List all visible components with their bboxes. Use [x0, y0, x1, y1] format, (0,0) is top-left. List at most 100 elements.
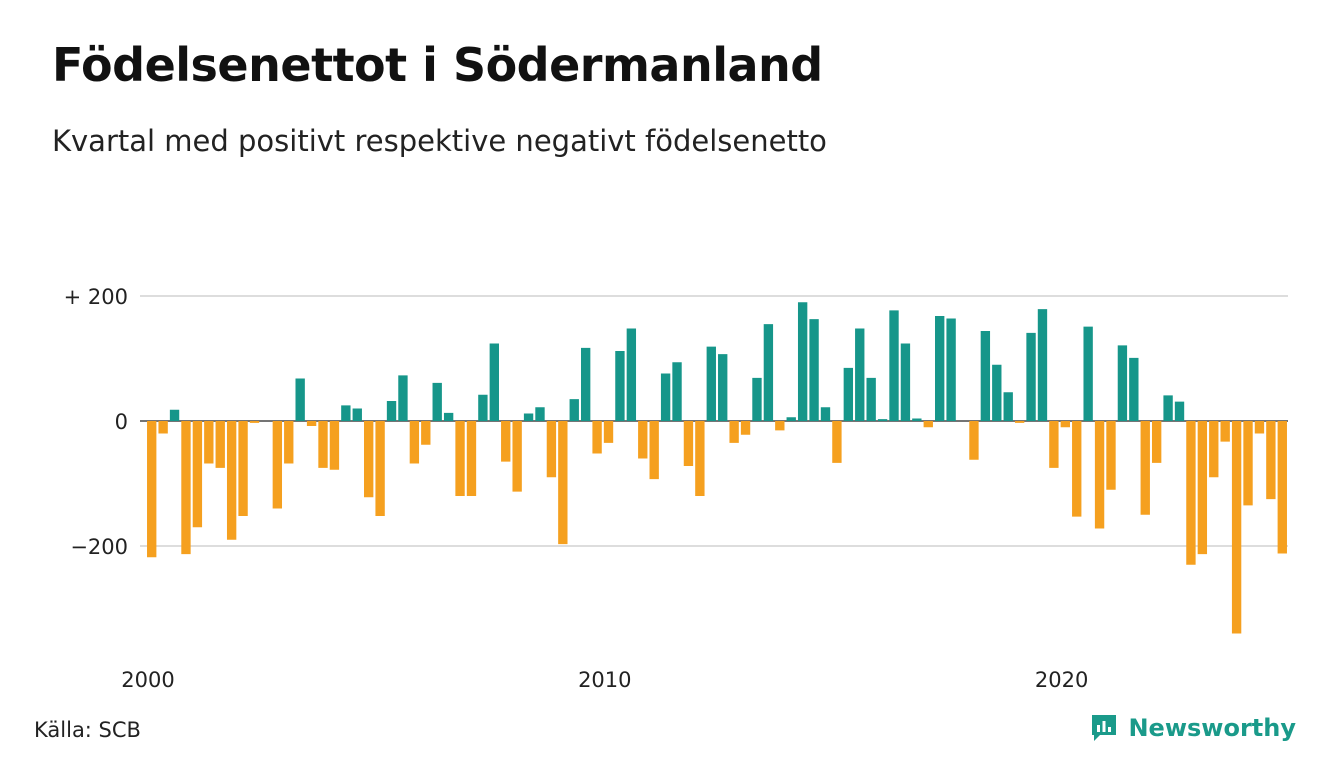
bar-positive	[615, 351, 625, 421]
bar-negative	[192, 421, 203, 528]
bar-positive	[877, 419, 888, 422]
bar-positive	[169, 409, 180, 421]
bar-positive	[763, 324, 774, 422]
bar-positive	[1129, 357, 1139, 422]
bar-negative	[638, 421, 648, 459]
bar-negative	[683, 421, 694, 466]
y-tick-label: + 200	[64, 285, 128, 309]
bar-negative	[204, 421, 214, 464]
bar-negative	[1049, 421, 1059, 468]
bar-positive	[352, 408, 362, 421]
bar-positive	[935, 316, 945, 421]
bar-negative	[1277, 421, 1287, 554]
bar-negative	[1140, 421, 1150, 515]
bar-negative	[226, 421, 237, 540]
bar-negative	[832, 421, 842, 463]
source-label: Källa: SCB	[34, 718, 141, 742]
bar-negative	[1094, 421, 1105, 529]
bar-positive	[866, 377, 876, 422]
bar-negative	[775, 421, 785, 431]
bar-positive	[912, 418, 922, 421]
bar-negative	[729, 421, 739, 443]
bar-negative	[455, 421, 465, 496]
bar-chart: + 200 0 −200 2000 2010 2020	[64, 285, 1288, 692]
bar-negative	[215, 421, 225, 468]
bar-negative	[558, 421, 568, 545]
bar-positive	[706, 346, 716, 422]
bar-negative	[603, 421, 614, 443]
brand-logo[interactable]: Newsworthy	[1090, 713, 1296, 743]
bar-positive	[1163, 395, 1173, 422]
bar-positive	[672, 362, 682, 421]
bar-negative	[284, 421, 294, 464]
bar-negative	[238, 421, 248, 516]
bar-negative	[1266, 421, 1276, 500]
bar-positive	[341, 405, 351, 422]
bar-positive	[569, 399, 579, 422]
y-tick-label: 0	[115, 410, 128, 434]
x-tick-label: 2000	[121, 668, 174, 692]
bar-positive	[1037, 309, 1048, 422]
bar-negative	[969, 421, 979, 460]
bar-negative	[592, 421, 602, 454]
bar-negative	[1060, 421, 1070, 428]
bar-negative	[1231, 421, 1242, 634]
bar-positive	[718, 354, 728, 422]
bar-negative	[1197, 421, 1208, 555]
bar-positive	[980, 331, 991, 421]
bar-positive	[889, 310, 899, 422]
bar-positive	[855, 328, 865, 421]
bar-negative	[466, 421, 477, 496]
bar-positive	[1026, 332, 1036, 422]
bar-positive	[1003, 392, 1013, 421]
bar-positive	[386, 401, 397, 421]
bar-negative	[158, 421, 168, 434]
bar-positive	[843, 367, 854, 422]
bar-negative	[695, 421, 705, 496]
bar-negative	[1243, 421, 1253, 506]
bar-negative	[923, 421, 933, 428]
bar-negative	[546, 421, 557, 478]
bar-negative	[740, 421, 751, 435]
bar-negative	[181, 421, 191, 555]
bar-negative	[409, 421, 420, 464]
bar-positive	[489, 343, 499, 421]
bar-positive	[626, 328, 637, 421]
bar-positive	[809, 319, 819, 422]
bar-negative	[375, 421, 385, 516]
bar-negative	[329, 421, 340, 470]
brand-name: Newsworthy	[1128, 714, 1296, 742]
bar-negative	[1220, 421, 1230, 442]
bar-positive	[900, 343, 911, 421]
y-tick-label: −200	[70, 535, 128, 559]
bar-positive	[797, 302, 808, 421]
bar-positive	[1083, 326, 1093, 422]
bar-positive	[992, 364, 1002, 421]
chart-subtitle: Kvartal med positivt respektive negativt…	[52, 124, 827, 158]
bar-negative	[1014, 421, 1025, 423]
bar-negative	[306, 421, 317, 426]
bar-positive	[580, 347, 591, 422]
x-tick-label: 2020	[1035, 668, 1088, 692]
bar-positive	[535, 407, 545, 421]
bar-negative	[1186, 421, 1196, 565]
bar-negative	[1106, 421, 1116, 490]
bar-negative	[1254, 421, 1265, 434]
bar-positive	[523, 413, 534, 421]
bar-negative	[318, 421, 328, 468]
bar-positive	[1117, 345, 1128, 422]
bar-negative	[147, 421, 157, 558]
bar-positive	[946, 318, 956, 421]
bar-positive	[660, 373, 671, 421]
chart-title: Födelsenettot i Södermanland	[52, 38, 823, 92]
bar-positive	[820, 407, 831, 421]
bar-negative	[1151, 421, 1162, 463]
bar-negative	[272, 421, 283, 509]
bar-negative	[512, 421, 522, 492]
bar-negative	[501, 421, 511, 462]
bar-positive	[443, 412, 454, 422]
bar-positive	[1174, 401, 1185, 422]
bar-positive	[432, 382, 442, 422]
bar-negative	[421, 421, 431, 445]
newsworthy-logo-icon	[1092, 715, 1117, 741]
